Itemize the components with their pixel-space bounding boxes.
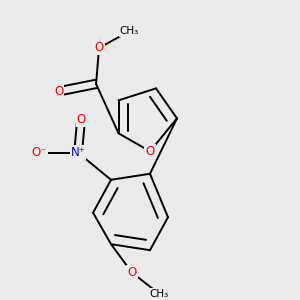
Text: O: O [54, 85, 63, 98]
Text: O: O [128, 266, 136, 279]
Text: O: O [94, 41, 104, 54]
Text: O: O [76, 113, 86, 126]
Text: CH₃: CH₃ [149, 289, 169, 298]
Text: O: O [146, 145, 154, 158]
Text: N⁺: N⁺ [71, 146, 86, 159]
Text: O⁻: O⁻ [32, 146, 47, 159]
Text: CH₃: CH₃ [119, 26, 139, 37]
